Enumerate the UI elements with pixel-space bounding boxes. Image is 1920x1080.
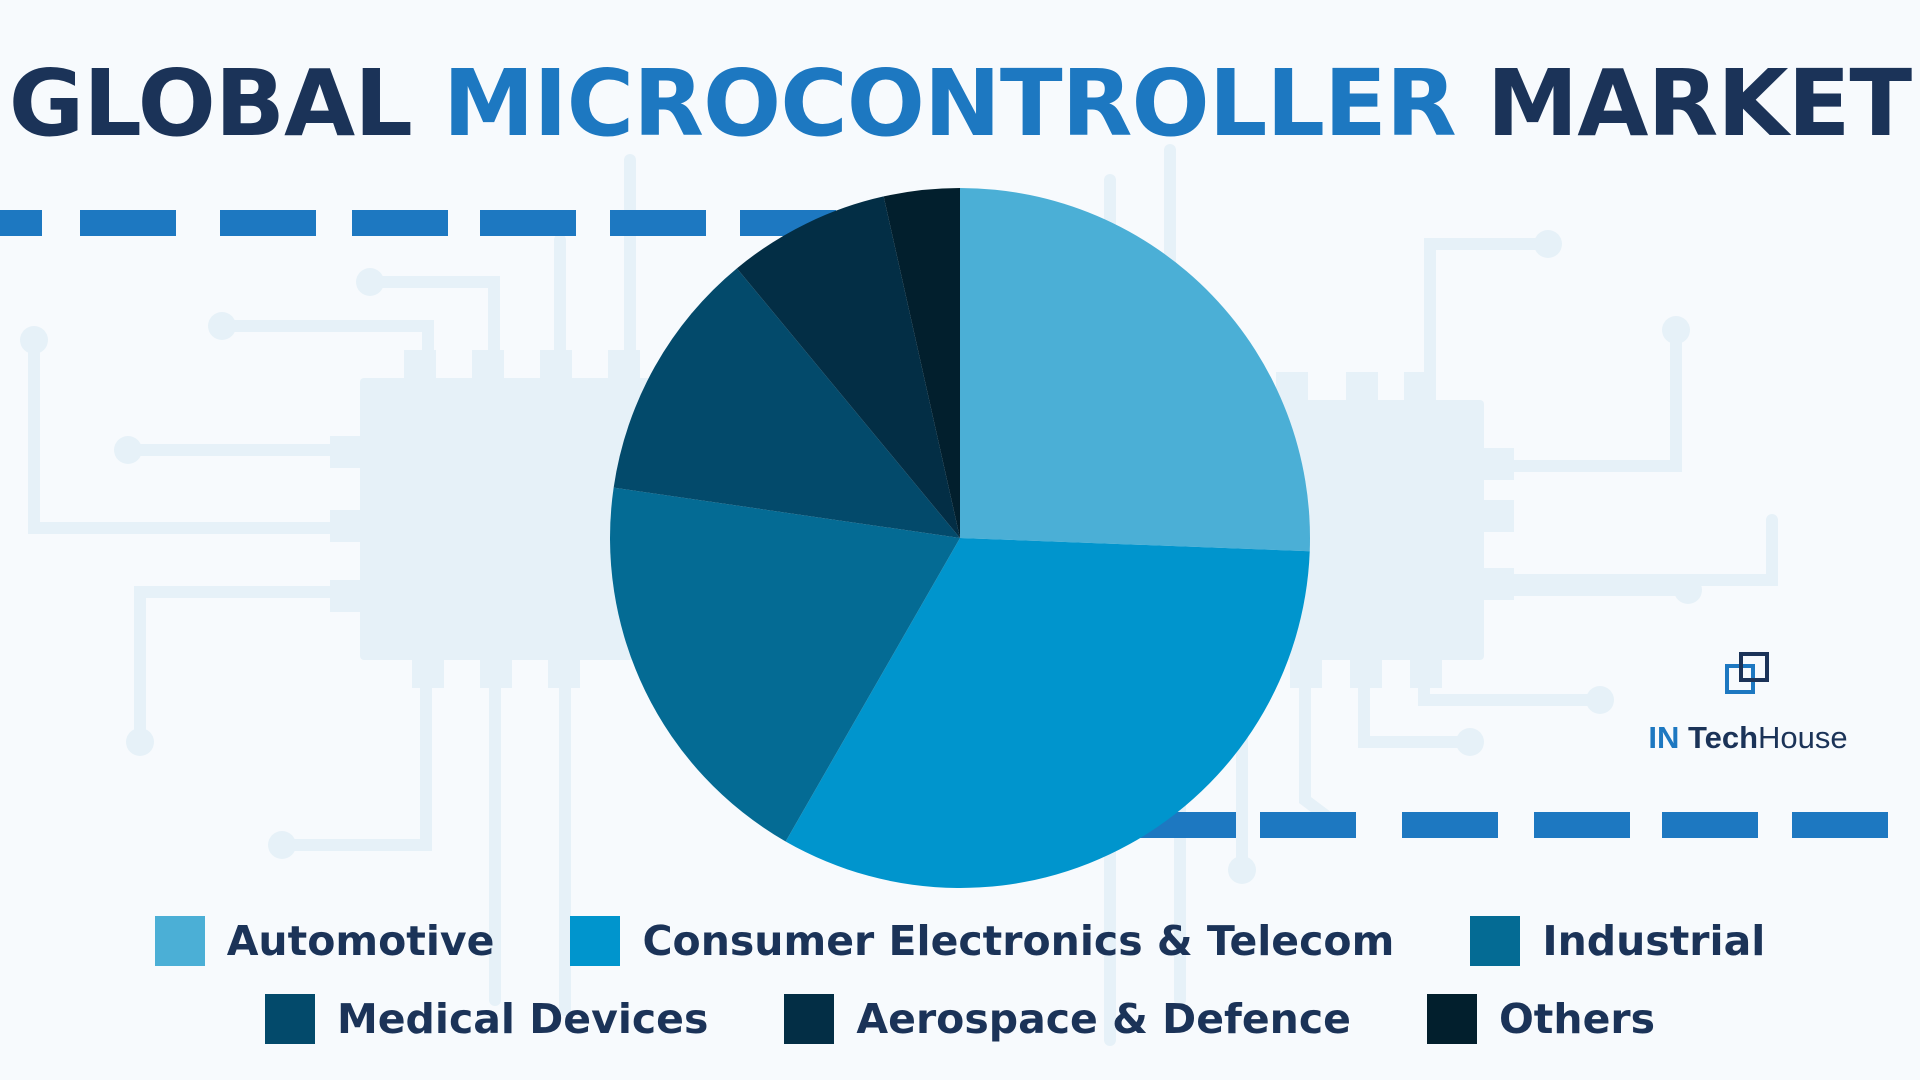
legend-item: Medical Devices [264, 994, 709, 1044]
legend-item: Consumer Electronics & Telecom [570, 916, 1394, 966]
legend-item: Industrial [1470, 916, 1765, 966]
pie-slice-aerospace-defence [736, 196, 960, 538]
dash [352, 210, 448, 236]
dash [610, 210, 706, 236]
legend-item: Others [1426, 994, 1656, 1044]
legend-label: Others [1498, 995, 1656, 1043]
pie-slice-industrial [610, 487, 960, 842]
legend-label: Automotive [226, 917, 495, 965]
legend-swatch [1470, 916, 1521, 966]
legend-swatch [264, 994, 315, 1044]
dash [480, 210, 576, 236]
logo-text-house: House [1758, 720, 1848, 755]
legend-swatch [1426, 994, 1477, 1044]
legend-swatch [570, 916, 621, 966]
dash [0, 210, 42, 236]
logo-text-tech: Tech [1687, 720, 1759, 755]
logo-text-in: IN [1648, 720, 1680, 755]
legend-row: Automotive Consumer Electronics & Telecom… [0, 916, 1920, 966]
pie-slice-consumer-electronics-telecom [785, 538, 1310, 888]
legend-swatch [154, 916, 205, 966]
dash [1534, 812, 1630, 838]
dash [1260, 812, 1356, 838]
dash [1792, 812, 1888, 838]
legend-label: Aerospace & Defence [856, 995, 1351, 1043]
logo-text: IN TechHouse [1648, 720, 1848, 756]
dash [1662, 812, 1758, 838]
pie-slice-medical-devices [613, 268, 960, 538]
legend-swatch [784, 994, 835, 1044]
dash [80, 210, 176, 236]
pie-slice-automotive [960, 188, 1310, 552]
title-part-1: GLOBAL [8, 50, 413, 157]
logo-squares-icon [1725, 652, 1769, 694]
legend-item: Aerospace & Defence [784, 994, 1351, 1044]
dash [220, 210, 316, 236]
legend-item: Automotive [154, 916, 495, 966]
legend-label: Consumer Electronics & Telecom [642, 917, 1395, 965]
title-part-2: MICROCONTROLLER [442, 50, 1457, 157]
pie-slice-others [883, 188, 960, 538]
brand-logo: IN TechHouse [1648, 650, 1848, 760]
page-title: GLOBAL MICROCONTROLLER MARKET [0, 50, 1920, 157]
dash [1402, 812, 1498, 838]
legend-label: Medical Devices [336, 995, 709, 1043]
title-part-3: MARKET [1486, 50, 1912, 157]
legend-row: Medical Devices Aerospace & Defence Others [0, 994, 1920, 1044]
legend-label: Industrial [1542, 917, 1766, 965]
